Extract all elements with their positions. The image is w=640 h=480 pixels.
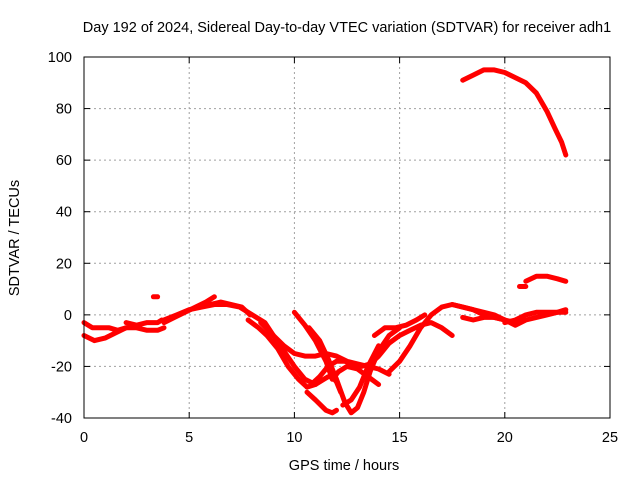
y-tick-label: 20 (56, 256, 72, 272)
x-tick-label: 15 (392, 430, 408, 446)
y-tick-label: -20 (51, 359, 72, 375)
series-arc-7 (197, 299, 253, 318)
x-tick-label: 5 (185, 430, 193, 446)
series-arc-15 (340, 343, 382, 408)
series-arc-2 (81, 320, 129, 333)
y-tick-label: 40 (56, 205, 72, 221)
series-arc-3 (123, 317, 165, 328)
y-tick-label: -40 (51, 411, 72, 427)
y-tick-label: 80 (56, 102, 72, 118)
y-axis-label: SDTVAR / TECUs (7, 180, 23, 296)
series-arc-17 (386, 302, 508, 375)
y-tick-label: 60 (56, 153, 72, 169)
x-tick-label: 0 (80, 430, 88, 446)
y-tick-label: 100 (48, 50, 72, 66)
series-arc-16 (371, 312, 428, 338)
series-arc-20 (502, 309, 569, 326)
x-axis-label: GPS time / hours (289, 458, 399, 474)
series-layer (81, 67, 569, 416)
series-arc-23 (523, 273, 569, 284)
series-arc-12 (304, 389, 339, 416)
plot-frame (83, 56, 611, 419)
series-arc-14 (306, 325, 403, 416)
x-tick-label: 20 (497, 430, 513, 446)
series-arc-21 (460, 67, 569, 158)
series-arc-8 (245, 317, 310, 390)
chart-title: Day 192 of 2024, Sidereal Day-to-day VTE… (83, 20, 611, 36)
x-tick-label: 25 (602, 430, 618, 446)
grid-layer (84, 57, 610, 418)
x-tick-label: 10 (286, 430, 302, 446)
tick-layer: 0 5 10 15 20 25 -40 -20 0 20 40 60 80 100 (48, 50, 618, 446)
y-tick-label: 0 (64, 308, 72, 324)
